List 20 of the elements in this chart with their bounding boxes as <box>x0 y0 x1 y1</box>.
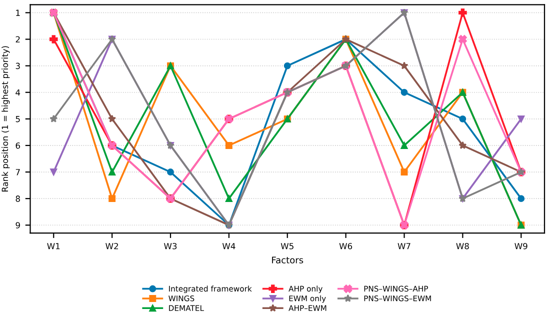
y-tick-label: 9 <box>16 222 20 228</box>
x-tick-label: W9 <box>514 242 528 250</box>
x-tick-label: W8 <box>456 242 469 250</box>
x-tick-label: W1 <box>47 243 60 250</box>
y-tick-label: 1 <box>16 10 20 16</box>
x-tick-label: W7 <box>398 243 410 250</box>
y-tick-label: 5 <box>16 116 20 122</box>
x-tick-label: W5 <box>280 243 294 250</box>
y-tick-label: 6 <box>16 142 20 149</box>
x-tick-label: W4 <box>222 243 236 250</box>
y-tick-label: 8 <box>16 196 20 202</box>
y-axis-title: Rank position (1 = highest priority) <box>2 46 10 192</box>
x-tick-label: W2 <box>106 242 118 250</box>
x-axis-title: Factors <box>272 256 304 264</box>
y-tick-label: 2 <box>16 36 20 42</box>
y-tick-label: 4 <box>16 89 20 96</box>
y-tick-label: 7 <box>16 169 20 176</box>
y-tick-label: 3 <box>16 62 20 70</box>
x-tick-label: W6 <box>339 242 352 250</box>
x-tick-label: W3 <box>164 242 177 250</box>
